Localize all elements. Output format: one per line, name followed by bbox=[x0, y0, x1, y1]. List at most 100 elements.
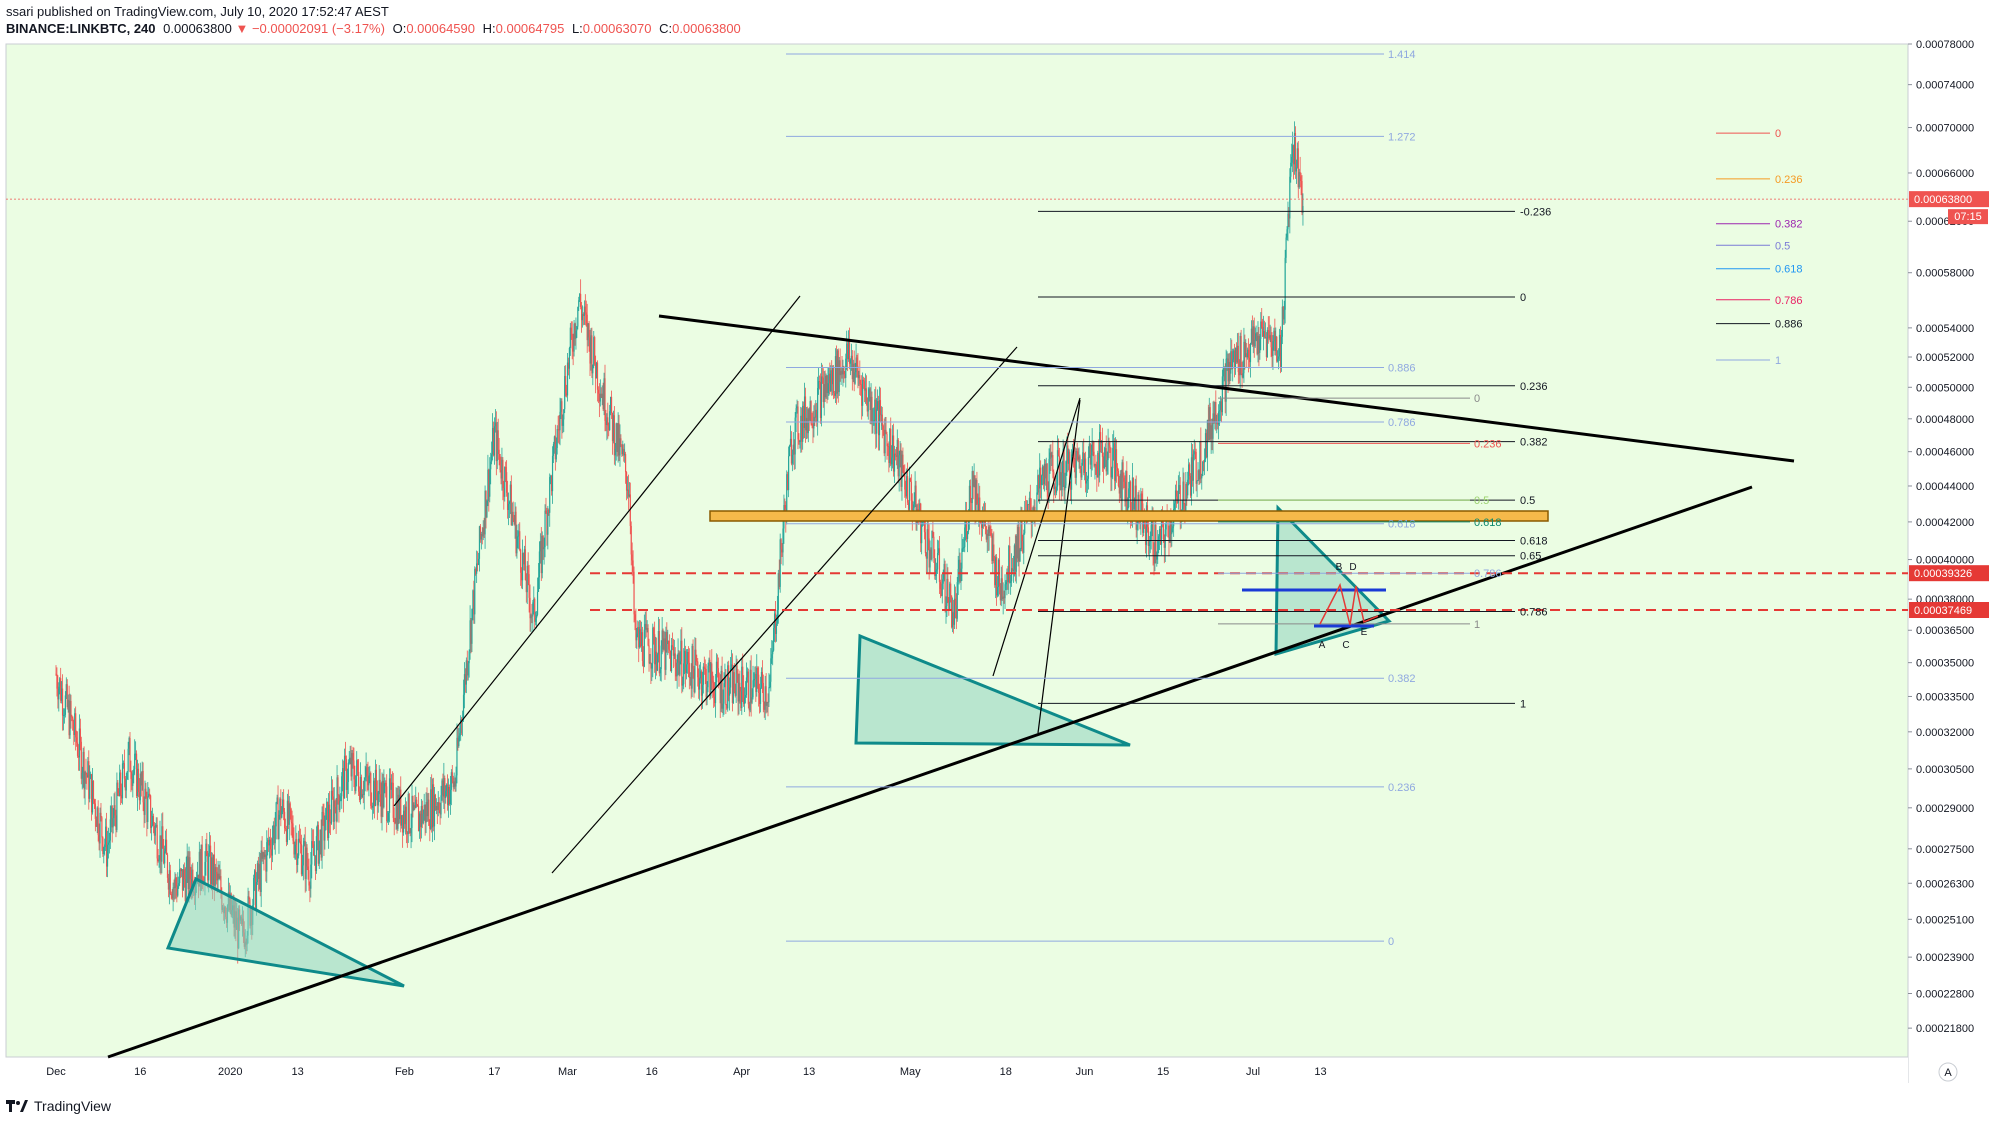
candle-body bbox=[491, 427, 494, 455]
candle-body bbox=[1099, 432, 1101, 476]
candle-body bbox=[304, 840, 306, 880]
candle-body bbox=[1188, 464, 1191, 476]
candle-body bbox=[1028, 497, 1030, 505]
candle-body bbox=[809, 401, 811, 421]
candle-body bbox=[163, 848, 165, 864]
candle-body bbox=[1275, 336, 1277, 352]
candle-body bbox=[324, 829, 326, 841]
candle-body bbox=[139, 773, 141, 801]
high-value: 0.00064795 bbox=[495, 21, 565, 36]
candle-body bbox=[1251, 328, 1253, 345]
candle-body bbox=[537, 577, 540, 592]
candle-body bbox=[1096, 474, 1098, 478]
candle-body bbox=[559, 411, 561, 431]
candle-body bbox=[132, 773, 134, 787]
candle-body bbox=[756, 667, 758, 692]
candle-body bbox=[648, 645, 650, 664]
candle-body bbox=[118, 792, 120, 797]
candle-body bbox=[608, 425, 610, 431]
candle-body bbox=[908, 478, 911, 510]
y-tick-label: 0.00032000 bbox=[1916, 727, 1974, 739]
candle-body bbox=[356, 760, 358, 776]
candle-body bbox=[714, 696, 716, 704]
candle-body bbox=[66, 684, 68, 708]
candle-body bbox=[933, 536, 935, 559]
candle-body bbox=[870, 396, 872, 410]
candle-body bbox=[1266, 330, 1268, 358]
candle-body bbox=[897, 439, 899, 477]
candle-body bbox=[1206, 419, 1208, 458]
candle-body bbox=[218, 873, 220, 879]
candle-body bbox=[907, 502, 910, 510]
candle-body bbox=[1122, 462, 1124, 478]
candle-body bbox=[176, 886, 178, 896]
candle-body bbox=[169, 870, 171, 894]
candle-body bbox=[840, 370, 842, 376]
candle-body bbox=[1126, 471, 1128, 511]
candle-body bbox=[623, 448, 625, 456]
candle-body bbox=[164, 851, 166, 864]
candle-body bbox=[927, 529, 929, 539]
candle-body bbox=[820, 376, 823, 418]
candle-body bbox=[795, 408, 797, 418]
candle-body bbox=[629, 494, 631, 526]
candle-body bbox=[1256, 333, 1258, 354]
candle-body bbox=[558, 429, 560, 431]
candle-body bbox=[179, 869, 181, 884]
candle-body bbox=[879, 400, 882, 415]
candle-body bbox=[674, 653, 676, 667]
candle-body bbox=[1185, 483, 1187, 512]
candle-body bbox=[212, 854, 214, 885]
candle-body bbox=[1188, 464, 1190, 480]
candle-body bbox=[846, 343, 848, 359]
candle-body bbox=[1026, 504, 1029, 515]
candle-body bbox=[676, 662, 678, 677]
trendline bbox=[107, 485, 1753, 1059]
candle-body bbox=[958, 559, 960, 569]
candle-body bbox=[499, 453, 501, 471]
candle-body bbox=[875, 399, 877, 434]
candle-body bbox=[550, 476, 553, 492]
candle-body bbox=[572, 348, 574, 352]
candle-body bbox=[475, 568, 477, 574]
candle-body bbox=[360, 777, 363, 798]
candle-body bbox=[1271, 347, 1273, 356]
candle-body bbox=[618, 423, 620, 456]
candle-body bbox=[582, 314, 585, 316]
y-tick-label: 0.00030500 bbox=[1916, 764, 1974, 776]
triangle-pattern bbox=[854, 633, 1131, 747]
candle-body bbox=[1124, 481, 1126, 502]
candle-body bbox=[155, 824, 157, 827]
high-label: H: bbox=[482, 21, 496, 36]
candle-body bbox=[650, 662, 652, 669]
candle-body bbox=[269, 839, 271, 846]
candle-body bbox=[1239, 335, 1241, 376]
candle-body bbox=[294, 844, 296, 855]
pattern-label: E bbox=[1361, 627, 1368, 638]
candle-body bbox=[609, 411, 611, 431]
candle-body bbox=[814, 416, 816, 418]
candle-body bbox=[1297, 148, 1299, 188]
candle-body bbox=[796, 406, 798, 409]
candle-body bbox=[703, 666, 705, 668]
candle-body bbox=[798, 439, 800, 442]
candle-body bbox=[455, 775, 457, 787]
candle-body bbox=[104, 844, 106, 848]
candle-body bbox=[1019, 549, 1021, 562]
candle-body bbox=[1016, 535, 1018, 559]
candle-body bbox=[340, 796, 342, 802]
candle-body bbox=[974, 475, 976, 511]
candle-body bbox=[61, 688, 63, 701]
candle-body bbox=[57, 688, 59, 700]
candle-body bbox=[198, 851, 200, 887]
candle-body bbox=[763, 702, 765, 710]
candle-body bbox=[105, 826, 108, 867]
candle-body bbox=[506, 492, 509, 510]
candle-body bbox=[1071, 450, 1074, 455]
symbol-label[interactable]: BINANCE:LINKBTC, 240 bbox=[6, 21, 156, 36]
fib-black-label: 0 bbox=[1520, 292, 1526, 304]
candle-body bbox=[802, 405, 804, 442]
price-tag-label: 0.00063800 bbox=[1914, 194, 1972, 206]
candle-body bbox=[161, 826, 163, 862]
